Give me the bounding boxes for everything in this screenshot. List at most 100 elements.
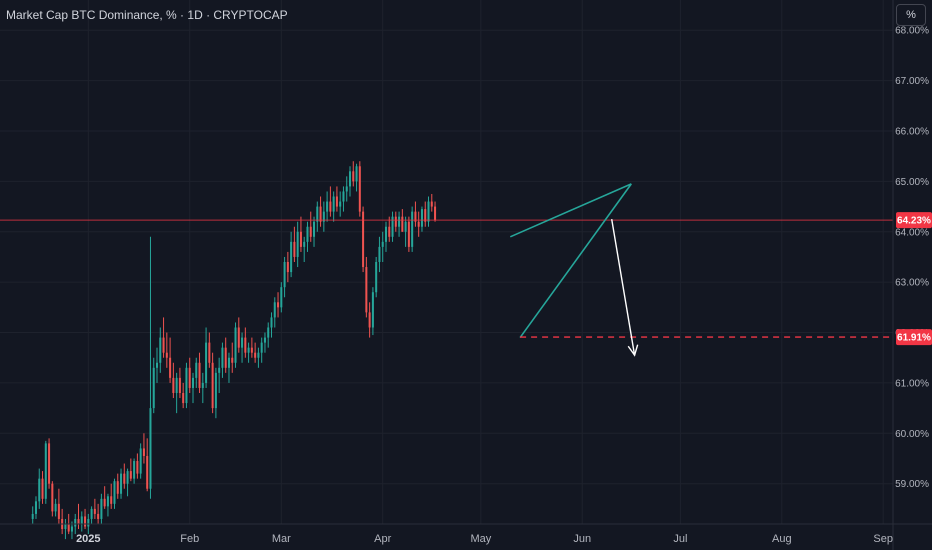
candle-body <box>129 471 132 479</box>
candles-layer <box>31 161 437 540</box>
candle-body <box>123 473 126 484</box>
percent-scale-button[interactable]: % <box>896 4 926 26</box>
candle-body <box>97 513 100 519</box>
candle-body <box>358 166 361 212</box>
candle-body <box>116 481 119 494</box>
candle-body <box>241 337 244 348</box>
candle-body <box>44 443 47 499</box>
candle-body <box>378 246 381 262</box>
y-tick-label: 67.00% <box>895 76 929 87</box>
candle-body <box>152 367 155 409</box>
candle-body <box>133 461 136 479</box>
candle-body <box>87 518 90 527</box>
candle-body <box>332 196 335 212</box>
candle-body <box>293 241 296 257</box>
candle-body <box>401 216 404 232</box>
candle-body <box>326 201 329 212</box>
candle-body <box>339 201 342 207</box>
candle-body <box>195 362 198 378</box>
candle-body <box>188 367 191 388</box>
candle-body <box>224 347 227 368</box>
candle-body <box>247 347 250 353</box>
candle-body <box>178 377 181 393</box>
candle-body <box>362 211 365 268</box>
candle-body <box>430 201 433 207</box>
candle-body <box>283 262 286 288</box>
candle-body <box>420 209 423 227</box>
candle-body <box>90 508 93 519</box>
candle-body <box>84 516 87 527</box>
candle-body <box>126 471 129 484</box>
candle-body <box>185 367 188 404</box>
y-tick-label: 65.00% <box>895 177 929 188</box>
candle-body <box>142 448 145 456</box>
candle-body <box>306 226 309 242</box>
candle-body <box>329 201 332 212</box>
wedge-lower-line <box>519 183 632 339</box>
x-tick-label: 2025 <box>76 533 100 545</box>
time-axis[interactable]: 2025 Feb Mar Apr May Jun Jul Aug Sep <box>0 523 932 545</box>
y-tick-label: 64.00% <box>895 227 929 238</box>
candle-body <box>254 352 257 358</box>
candle-body <box>299 231 302 247</box>
price-axis[interactable]: 59.00%60.00%61.00%62.00%63.00%64.00%65.0… <box>892 0 929 550</box>
candle-body <box>257 352 260 358</box>
candle-body <box>93 508 96 514</box>
x-tick-label: Feb <box>180 533 199 545</box>
candle-body <box>110 496 113 504</box>
target-price-badge-bg <box>896 329 932 346</box>
candle-body <box>384 226 387 242</box>
current-price-badge-bg <box>896 212 932 229</box>
y-tick-label: 68.00% <box>895 26 929 37</box>
candle-body <box>322 211 325 222</box>
candle-body <box>290 241 293 273</box>
candle-body <box>355 166 358 182</box>
candle-body <box>375 262 378 293</box>
current-price-badge-label: 64.23% <box>897 216 931 227</box>
candle-body <box>348 171 352 187</box>
candle-body <box>335 196 338 207</box>
candle-body <box>316 206 319 222</box>
candle-body <box>411 211 414 247</box>
x-tick-label: Sep <box>873 533 893 545</box>
x-tick-label: Jul <box>673 533 687 545</box>
candle-body <box>427 201 430 222</box>
candle-body <box>424 209 427 222</box>
x-tick-label: Mar <box>272 533 291 545</box>
candle-body <box>48 443 51 484</box>
candle-body <box>113 481 116 504</box>
candle-body <box>103 498 106 507</box>
candle-body <box>136 461 139 474</box>
candle-body <box>74 518 77 527</box>
candle-body <box>139 448 142 474</box>
price-badges: 64.23% 61.91% <box>896 212 932 346</box>
candle-body <box>371 292 374 328</box>
candle-body <box>234 327 237 363</box>
wedge-upper-line <box>509 183 632 238</box>
candle-body <box>394 216 397 227</box>
candle-body <box>120 473 123 494</box>
candle-body <box>182 393 185 404</box>
candle-body <box>57 503 60 519</box>
candle-body <box>70 526 73 532</box>
drawings-layer <box>0 183 893 357</box>
candle-body <box>388 226 391 237</box>
candle-body <box>414 211 417 222</box>
candle-body <box>159 337 162 363</box>
candle-body <box>309 226 312 237</box>
candle-body <box>263 337 266 343</box>
candle-body <box>165 352 168 358</box>
candle-body <box>260 342 263 353</box>
candle-body <box>250 347 253 353</box>
candle-body <box>277 302 280 308</box>
candle-body <box>51 483 54 512</box>
x-tick-label: Jun <box>573 533 591 545</box>
candle-body <box>41 478 44 499</box>
y-tick-label: 66.00% <box>895 127 929 138</box>
candle-body <box>313 221 316 237</box>
candle-body <box>231 357 234 363</box>
y-tick-label: 61.00% <box>895 378 929 389</box>
candle-body <box>31 513 34 519</box>
